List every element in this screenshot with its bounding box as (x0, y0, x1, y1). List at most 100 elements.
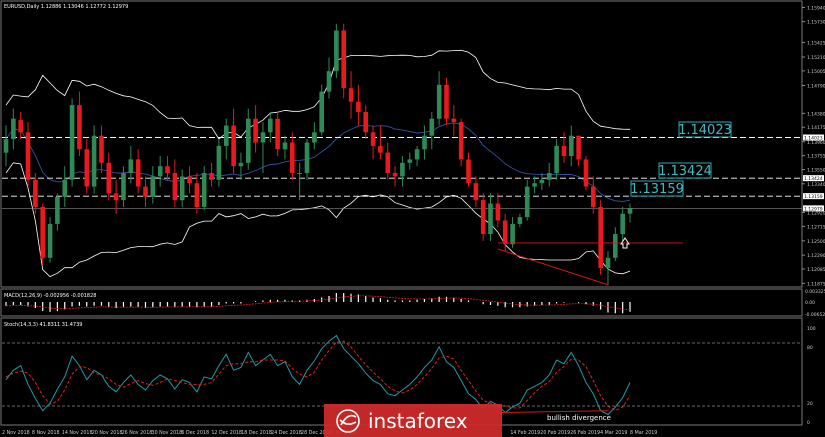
candle-body (40, 206, 45, 258)
price-tick-label: 1.11875 (807, 281, 825, 287)
price-tick-label: 1.12290 (807, 253, 825, 259)
time-tick-label: 18 Dec 2018 (241, 430, 272, 436)
candle-body (385, 152, 391, 173)
candle-body (524, 186, 530, 218)
time-axis: 2 Nov 2018 8 Nov 2018 14 Nov 2018 20 Nov 20… (2, 430, 657, 436)
candle-body (569, 135, 574, 157)
time-tick-label: 14 Nov 2018 (62, 430, 93, 436)
stoch-signal-line (5, 340, 631, 412)
time-tick-label: 30 Nov 2018 (152, 430, 183, 436)
candle-body (297, 173, 302, 174)
candle-body (422, 135, 427, 150)
candle-body (466, 159, 471, 184)
time-tick-label: 2 Nov 2018 (2, 430, 30, 436)
candle-body (407, 159, 413, 163)
time-tick-label: 12 Dec 2018 (211, 430, 242, 436)
candle-body (510, 223, 515, 245)
candle-body (356, 101, 361, 112)
price-tick-label: 1.15005 (807, 69, 825, 75)
time-tick-label: 8 Nov 2018 (32, 430, 60, 436)
candle-body (436, 84, 442, 119)
candle-body (480, 200, 486, 234)
candle-body (216, 145, 222, 180)
stochastic (5, 334, 631, 416)
stoch-tick-label: 20 (807, 401, 813, 407)
price-tick-label: 1.13340 (807, 182, 825, 188)
candle-body (121, 173, 126, 201)
price-tick-label: 1.14175 (807, 125, 825, 131)
candle-body (392, 173, 398, 177)
price-highlight-label: 1.13159 (804, 194, 823, 200)
candle-body (84, 149, 90, 187)
candle-body (238, 162, 244, 167)
stoch-tick-label: 100 (807, 326, 816, 332)
callout-r2-text: 1.13424 (658, 164, 712, 179)
main-header: EURUSD,Daily 1.12886 1.13046 1.12772 1.1… (4, 4, 128, 10)
candle-body (11, 118, 16, 140)
stoch-main-line (5, 334, 631, 416)
candle-body (554, 145, 559, 173)
watermark-text: instaforex (368, 409, 468, 433)
candle-body (3, 139, 9, 153)
macd-panel-frame (0, 288, 803, 317)
candle-body (495, 203, 501, 221)
macd-tick-label: -0.006526 (805, 312, 825, 318)
candle-body (613, 234, 618, 258)
candle-body (363, 111, 368, 133)
candle-body (517, 217, 523, 224)
divergence-lines (497, 242, 683, 286)
instaforex-watermark: instaforex (324, 404, 502, 437)
candle-body (209, 173, 214, 180)
candle-body (201, 173, 207, 207)
price-highlight-box (803, 193, 824, 200)
stoch-tick-label: 0 (807, 420, 810, 426)
candle-body (253, 118, 258, 143)
candle-body (539, 179, 545, 184)
candle-body (187, 176, 192, 184)
candle-body (502, 220, 508, 245)
price-tick-label: 1.13550 (807, 168, 825, 174)
macd-tick-label: 0.00 (805, 300, 815, 306)
candle-body (77, 105, 82, 150)
candle-body (451, 118, 457, 123)
stoch-tick-label: 80 (807, 345, 813, 351)
candle-body (444, 84, 449, 119)
price-tick-label: 1.12500 (807, 239, 825, 245)
price-tick-label: 1.15425 (807, 40, 825, 46)
candle-body (113, 193, 119, 201)
time-tick-label: 20 Feb 2019 (540, 430, 570, 436)
candle-body (179, 176, 185, 201)
candle-body (62, 179, 68, 197)
candle-body (33, 179, 38, 207)
candle-body (143, 186, 148, 197)
candle-body (18, 120, 23, 133)
candle-body (312, 132, 317, 143)
candle-body (231, 125, 236, 167)
up-arrow-icon (620, 237, 630, 249)
price-highlight-label: 1.14023 (804, 136, 823, 142)
candle-body (150, 176, 156, 197)
price-tick-label: 1.12715 (807, 224, 825, 230)
price-tick-label: 1.13960 (807, 140, 825, 146)
candle-body (260, 132, 266, 143)
candle-body (157, 166, 163, 177)
candle-body (99, 135, 104, 163)
candle-body (106, 162, 112, 194)
price-highlight-box (803, 134, 824, 141)
price-highlight-label: 1.13424 (804, 176, 823, 182)
candle-body (488, 203, 493, 234)
candle-body (135, 159, 141, 187)
candle-body (341, 30, 346, 89)
candle-body (224, 125, 229, 146)
candle-body (605, 257, 611, 268)
candle-body (25, 132, 31, 180)
candle-body (319, 91, 324, 133)
candle-body (532, 183, 537, 187)
candle-body (326, 71, 332, 92)
macd-header: MACD(12,26,9) -0.002956 -0.001828 (4, 293, 96, 299)
candle-body (165, 166, 170, 173)
candle-body (268, 118, 273, 133)
candle-body (334, 30, 339, 72)
candle-body (47, 223, 53, 258)
